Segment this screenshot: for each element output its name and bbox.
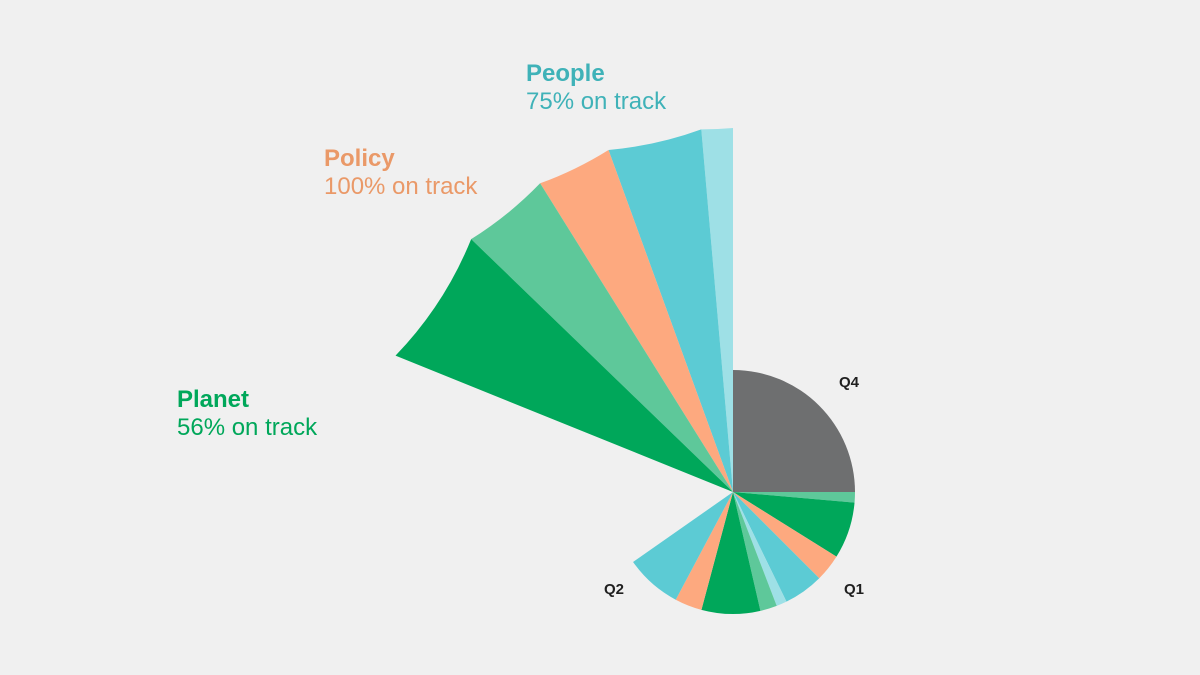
small-pie — [633, 370, 856, 614]
small-pie-slice-6 — [733, 492, 787, 606]
planet-name: Planet — [177, 386, 250, 413]
q2-label: Q2 — [604, 581, 625, 598]
small-pie-slice-5 — [733, 492, 820, 602]
people-status: 75% on track — [526, 87, 667, 115]
small-pie-slice-10 — [633, 492, 733, 600]
policy-name: Policy — [324, 145, 395, 172]
q4-label: Q4 — [839, 374, 860, 391]
large-pie-slice-5 — [395, 239, 733, 492]
people-name: People — [526, 60, 605, 87]
large-pie-slice-4 — [471, 183, 733, 492]
small-pie-slice-9 — [675, 492, 733, 610]
policy-label: Policy 100% on track — [324, 145, 477, 200]
small-pie-slice-2 — [733, 492, 856, 503]
large-pie-slice-3 — [540, 149, 733, 492]
small-pie-slice-3 — [733, 492, 855, 557]
large-pie-slice-1 — [701, 128, 733, 492]
small-pie-slice-4 — [733, 492, 837, 579]
planet-label: Planet 56% on track — [177, 386, 317, 441]
small-pie-slice-1 — [733, 370, 855, 492]
planet-status: 56% on track — [177, 413, 318, 441]
policy-status: 100% on track — [324, 172, 478, 200]
small-pie-slice-8 — [701, 492, 761, 614]
large-pie — [395, 128, 733, 492]
large-pie-slice-2 — [608, 129, 733, 492]
q1-label: Q1 — [844, 581, 865, 598]
small-pie-slice-7 — [733, 492, 777, 611]
people-label: People 75% on track — [526, 60, 666, 115]
